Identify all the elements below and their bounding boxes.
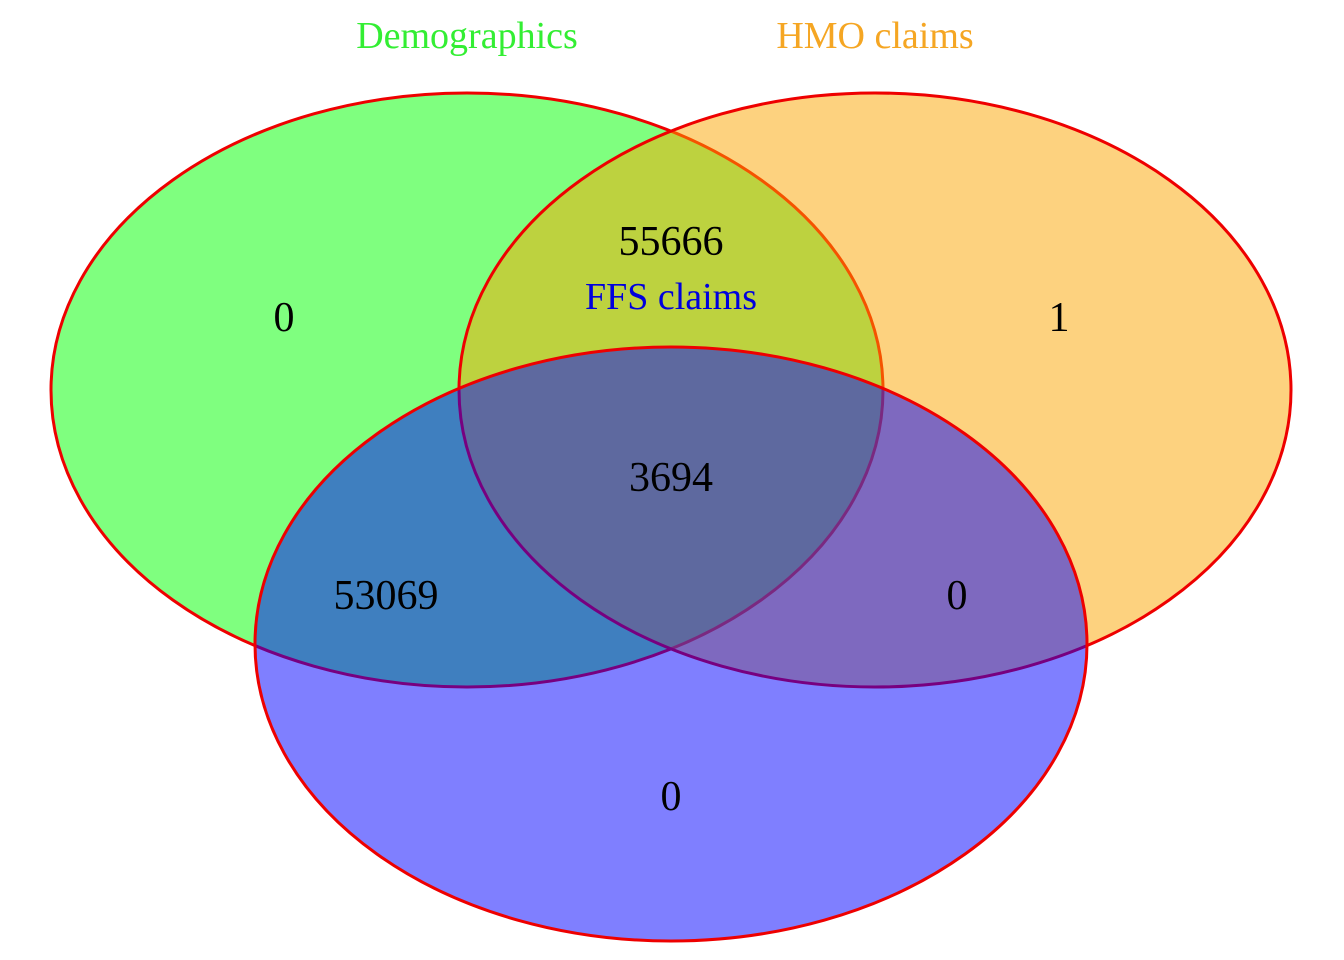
ffs-claims-set-label: FFS claims [585,276,757,318]
hmo-ffs-count: 0 [947,573,968,619]
ffs-only-count: 0 [661,774,682,820]
ffs-claims-set-ellipse [253,345,1089,943]
hmo-claims-set-label: HMO claims [776,15,973,57]
demographics-only-count: 0 [274,295,295,341]
all-three-count: 3694 [629,455,713,501]
hmo-only-count: 1 [1049,295,1070,341]
demographics-ffs-count: 53069 [334,573,439,619]
demographics-hmo-count: 55666 [619,219,724,265]
demographics-set-label: Demographics [356,15,578,57]
